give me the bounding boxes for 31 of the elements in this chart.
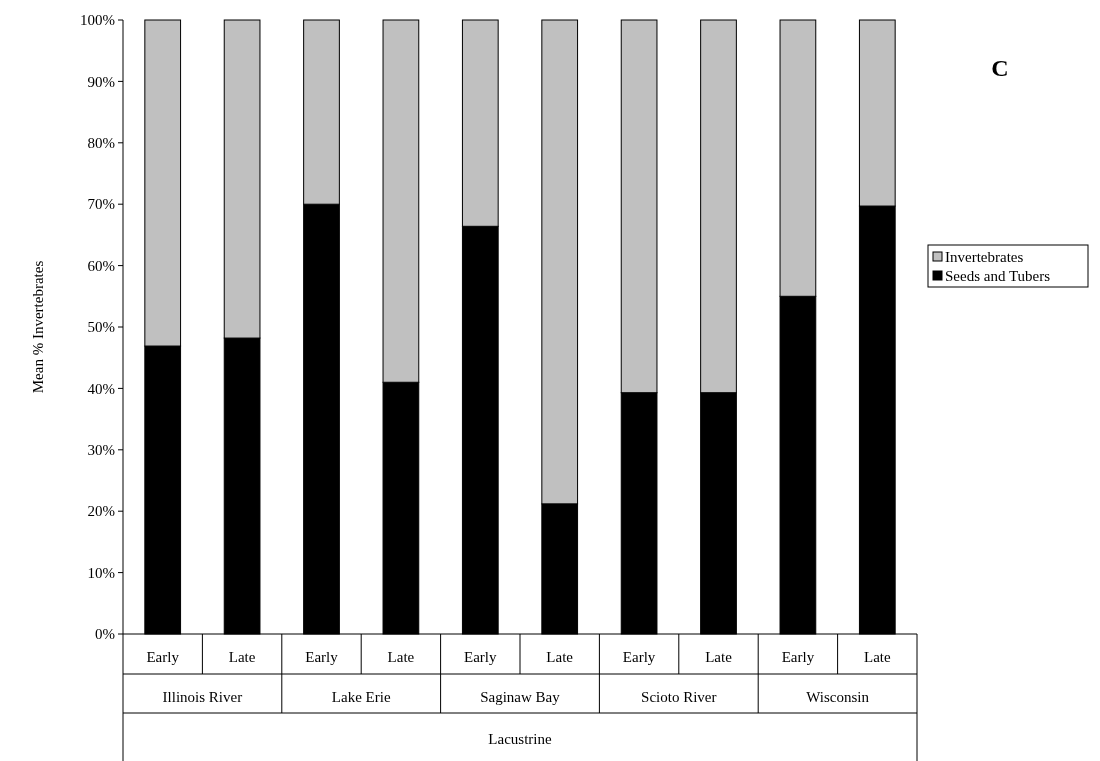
x-tick-label: Late (705, 649, 733, 665)
y-tick-label: 90% (87, 73, 115, 90)
y-tick-label: 30% (87, 442, 115, 459)
text: Illinois River (162, 689, 243, 705)
y-axis-title: Mean % Invertebrates (30, 260, 46, 394)
legend-label: Seeds and Tubers (945, 268, 1051, 285)
y-tick-label: 100% (80, 12, 115, 29)
x-tick-label: Late (546, 649, 574, 665)
y-tick-label: 10% (87, 564, 115, 581)
x-tick-label: Early (622, 649, 656, 665)
text: Scioto River (641, 689, 717, 705)
y-tick-label: 20% (87, 503, 115, 520)
x-tick-label: Late (863, 649, 891, 665)
text: Saginaw Bay (480, 689, 561, 705)
y-tick-label: 0% (95, 626, 115, 643)
x-tick-label: Late (228, 649, 256, 665)
y-tick-label: 40% (87, 380, 115, 397)
text: Wisconsin (806, 689, 870, 705)
text: Lacustrine (488, 731, 552, 747)
x-tick-label: Late (387, 649, 415, 665)
x-tick-label: Early (305, 649, 339, 665)
legend-label: Invertebrates (945, 249, 1024, 266)
x-tick-label: Early (781, 649, 815, 665)
y-tick-label: 50% (87, 319, 115, 336)
y-tick-label: 60% (87, 257, 115, 274)
text: C (991, 55, 1009, 81)
x-tick-label: Early (464, 649, 498, 665)
y-tick-label: 80% (87, 135, 115, 152)
y-tick-label: 70% (87, 196, 115, 213)
x-tick-label: Early (146, 649, 180, 665)
text: Lake Erie (331, 689, 391, 705)
